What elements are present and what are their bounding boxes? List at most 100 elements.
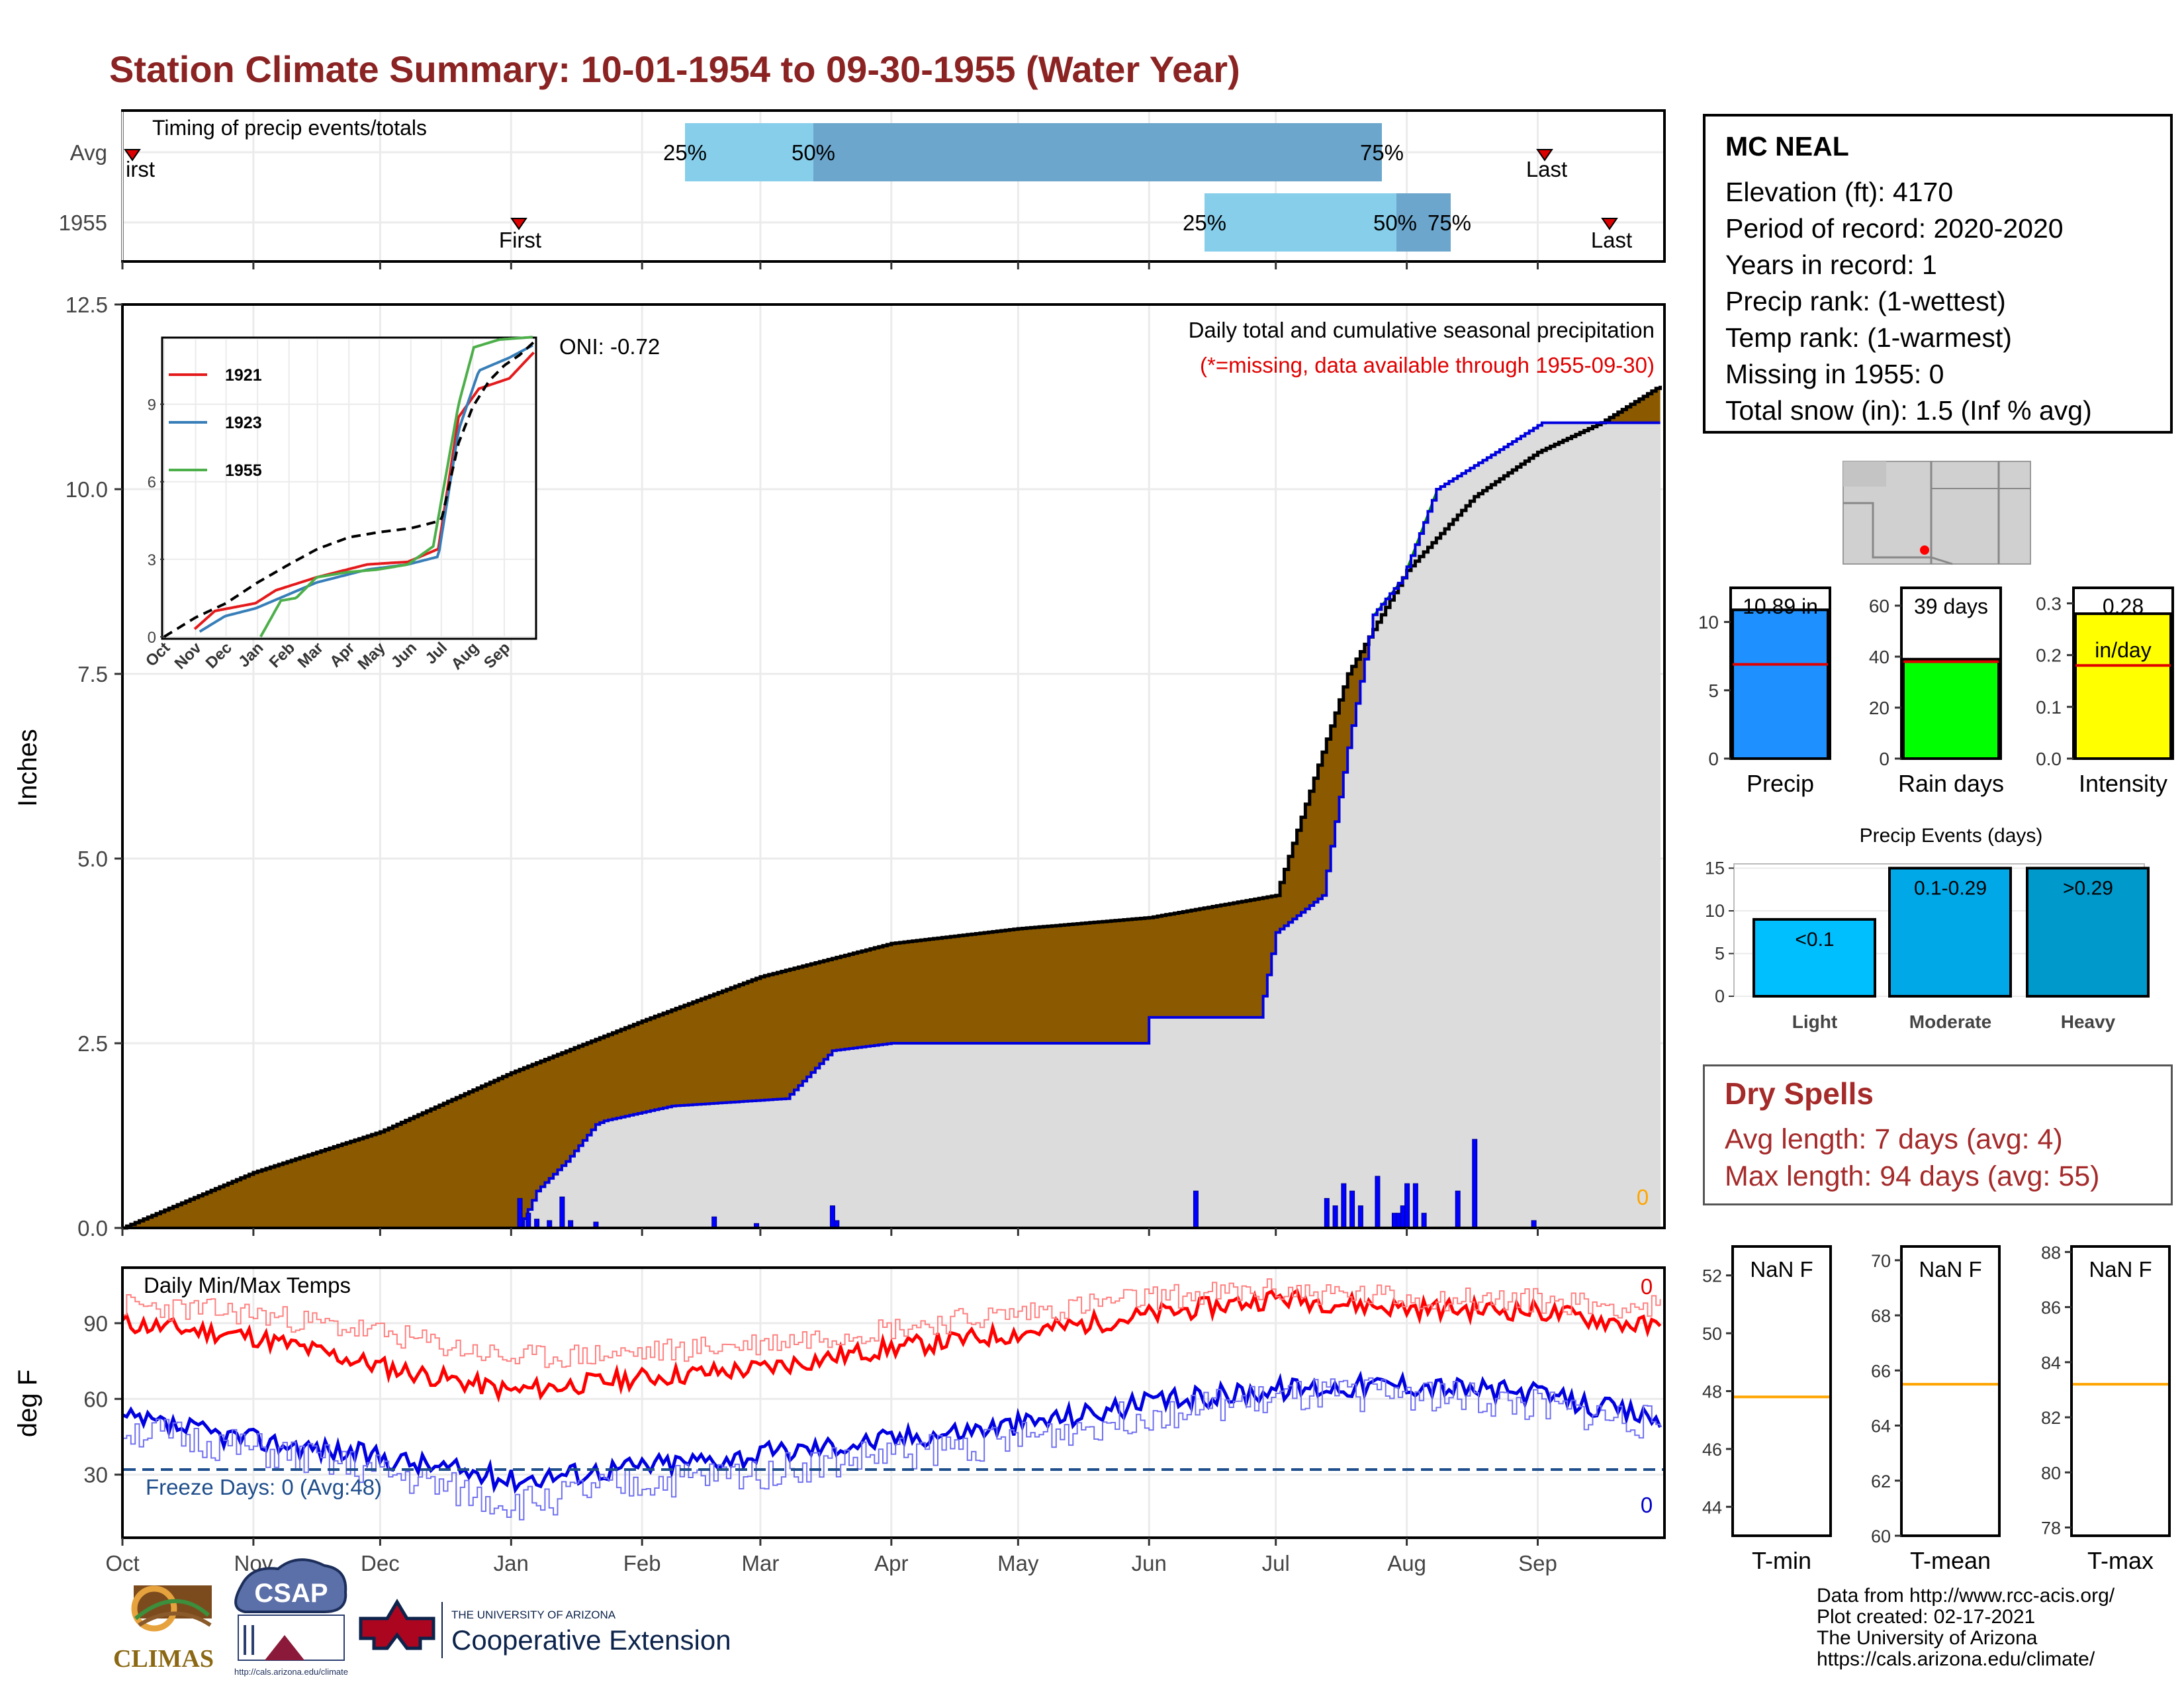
precip-missing-count: 0 <box>1637 1185 1649 1209</box>
precip-ytick-label: 7.5 <box>77 662 108 686</box>
inset-line-1921 <box>193 352 535 630</box>
y1955-p75-label: 75% <box>1428 211 1471 235</box>
location-map <box>1843 461 2031 565</box>
summary-ytick-label: 0.1 <box>2036 697 2062 718</box>
summary-ytick-label: 10 <box>1698 612 1719 633</box>
summary-bar-charts: 0 5 10 10.89 in Precip 0 20 40 60 39 days Rain day… <box>1698 586 2174 797</box>
y1955-iqr-high-bar <box>1396 193 1451 252</box>
y1955-first-marker <box>510 218 527 230</box>
timing-label: Timing of precip events/totals <box>152 116 427 140</box>
events-bar <box>1752 917 1876 998</box>
oni-label: ONI: -0.72 <box>559 334 660 359</box>
summary-value-label: 0.28 <box>2103 594 2144 618</box>
temp-box-ytick-label: 44 <box>1702 1497 1722 1517</box>
events-ytick-label: 5 <box>1715 943 1725 963</box>
temp-panel: 30 60 90 Daily Min/Max Temps deg F Freeze … <box>13 1266 1666 1539</box>
station-info-line: Precip rank: (1-wettest) <box>1725 286 2006 316</box>
inset-line-1955 <box>259 336 533 637</box>
station-info-line: Missing in 1955: 0 <box>1725 359 1944 389</box>
ua-small-text: THE UNIVERSITY OF ARIZONA <box>451 1609 616 1621</box>
temp-box-label: T-min <box>1752 1547 1811 1574</box>
daily-precip-bar <box>534 1219 540 1229</box>
temp-box-ytick-label: 48 <box>1702 1382 1722 1402</box>
events-bar-label: 0.1-0.29 <box>1914 877 1987 899</box>
avg-last-marker <box>1536 149 1553 162</box>
events-category-label: Moderate <box>1909 1011 1991 1032</box>
events-ytick-label: 0 <box>1715 986 1725 1006</box>
daily-precip-bar <box>1324 1197 1330 1229</box>
temperature-boxes: 44 46 48 50 52 NaN F T-min 60 62 64 66 68 70 NaN F T-m… <box>1702 1243 2171 1574</box>
summary-ytick-label: 0.2 <box>2036 645 2062 666</box>
summary-bar <box>2074 612 2172 760</box>
avg-p50-label: 50% <box>792 140 835 165</box>
csap-logo: CSAP http://cals.arizona.edu/climate <box>234 1558 348 1677</box>
temp-box-ytick-label: 68 <box>1871 1306 1891 1326</box>
daily-precip-bar <box>525 1213 531 1229</box>
station-location-dot <box>1920 545 1929 555</box>
y1955-p25-label: 25% <box>1183 211 1226 235</box>
summary-value-label: 39 days <box>1914 594 1988 618</box>
precip-missing-note: (*=missing, data available through 1955-… <box>1200 353 1655 377</box>
temp-box-ytick-label: 78 <box>2041 1519 2061 1538</box>
temp-box-value: NaN F <box>1750 1257 1813 1282</box>
footer-credits: Data from http://www.rcc-acis.org/ Plot … <box>1817 1585 2115 1670</box>
daily-precip-bar <box>1412 1183 1418 1229</box>
ua-big-text: Cooperative Extension <box>451 1624 731 1656</box>
dry-spells-box: Dry Spells Avg length: 7 days (avg: 4) M… <box>1703 1064 2173 1205</box>
station-name: MC NEAL <box>1725 131 1849 162</box>
footer-line: Data from http://www.rcc-acis.org/ <box>1817 1585 2115 1607</box>
y1955-first-label: First <box>499 228 541 252</box>
daily-precip-bar <box>1455 1190 1461 1229</box>
min-temp-1955-line <box>122 1370 1662 1494</box>
y1955-p50-label: 50% <box>1373 211 1417 235</box>
daily-precip-bar <box>1341 1183 1347 1229</box>
footer-line: The University of Arizona <box>1817 1627 2038 1649</box>
inset-ytick-label: 3 <box>148 551 156 569</box>
temp-box-ytick-label: 50 <box>1702 1324 1722 1344</box>
month-label: Jul <box>1262 1551 1290 1575</box>
summary-ytick-label: 0 <box>1879 749 1889 769</box>
precip-ytick-label: 2.5 <box>77 1031 108 1056</box>
daily-precip-bar <box>1357 1205 1363 1229</box>
daily-precip-bar <box>517 1197 523 1229</box>
temp-box-ytick-label: 64 <box>1871 1417 1891 1436</box>
temp-box-ytick-label: 70 <box>1871 1251 1891 1271</box>
temp-box-ytick-label: 60 <box>1871 1526 1891 1546</box>
daily-precip-bar <box>1421 1213 1427 1229</box>
avg-first-label: irst <box>126 157 155 181</box>
summary-ytick-label: 20 <box>1869 698 1889 718</box>
summary-ytick-label: 40 <box>1869 647 1889 667</box>
summary-ytick-label: 60 <box>1869 596 1889 616</box>
month-label: Aug <box>1387 1551 1426 1575</box>
events-title: Precip Events (days) <box>1860 825 2043 847</box>
summary-bar-label: Precip <box>1747 770 1814 797</box>
summary-bar-label: Rain days <box>1898 770 2004 797</box>
station-info-line: Years in record: 1 <box>1725 250 1937 280</box>
temp-box-ytick-label: 88 <box>2041 1243 2061 1262</box>
y1955-last-marker <box>1601 218 1618 230</box>
summary-bar-label: Intensity <box>2079 770 2167 797</box>
temp-box-ytick-label: 62 <box>1871 1472 1891 1491</box>
freeze-days-label: Freeze Days: 0 (Avg:48) <box>146 1475 382 1499</box>
temp-box-ytick-label: 46 <box>1702 1440 1722 1460</box>
temp-box-frame <box>1731 1245 1832 1537</box>
station-info-line: Total snow (in): 1.5 (Inf % avg) <box>1725 395 2092 426</box>
summary-ytick-label: 5 <box>1708 680 1719 701</box>
daily-precip-bar <box>1472 1139 1478 1229</box>
events-bar <box>1888 867 2012 998</box>
temp-box-ytick-label: 86 <box>2041 1298 2061 1318</box>
temp-box-label: T-mean <box>1910 1547 1991 1574</box>
max-temp-avg-line <box>122 1278 1661 1368</box>
temp-box-label: T-max <box>2087 1547 2154 1574</box>
events-bar <box>2026 867 2150 998</box>
summary-unit-label: in/day <box>2095 638 2151 662</box>
temp-ytick-label: 60 <box>83 1387 108 1411</box>
avg-iqr-low-bar <box>685 123 813 181</box>
events-category-label: Light <box>1792 1011 1837 1032</box>
events-ytick-label: 15 <box>1705 858 1725 878</box>
month-label: Apr <box>874 1551 908 1575</box>
month-label: Feb <box>623 1551 661 1575</box>
temp-box-frame <box>1900 1245 2001 1537</box>
